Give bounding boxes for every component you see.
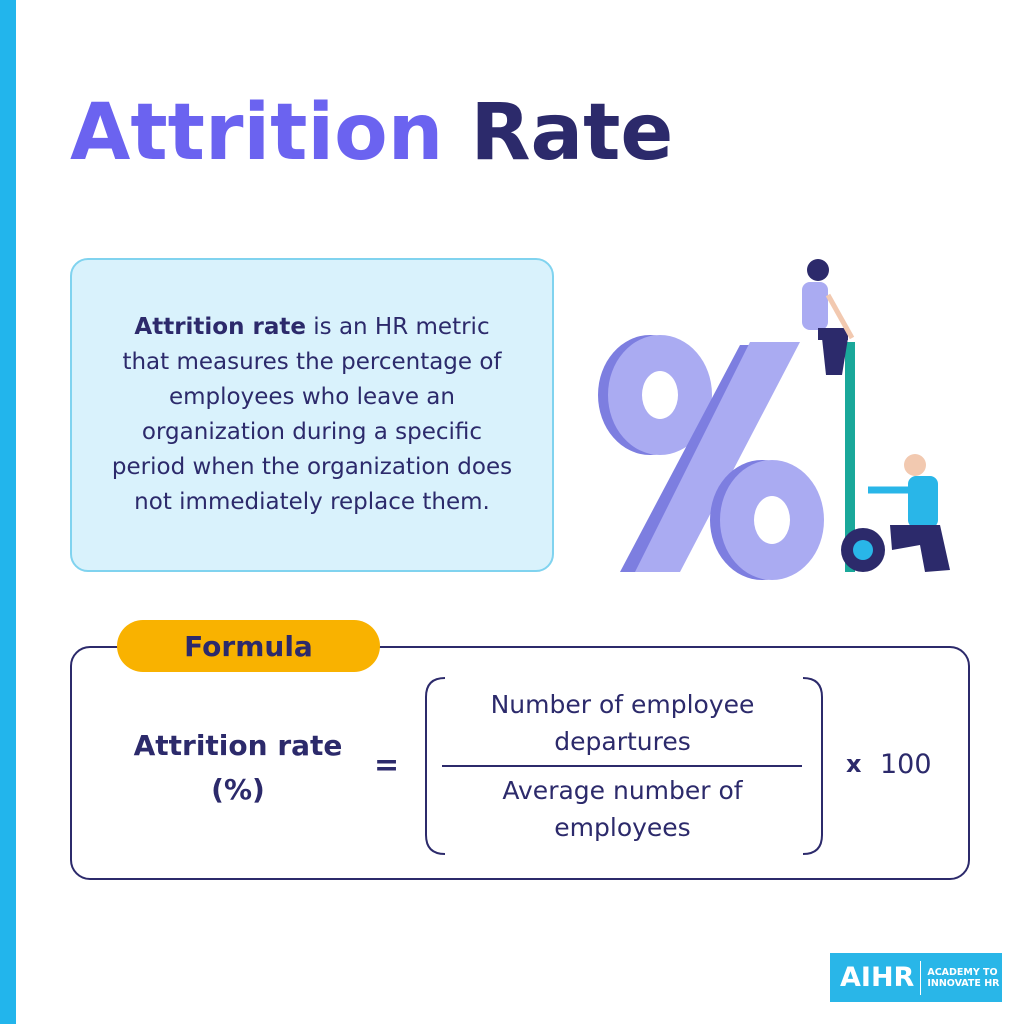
logo: AIHR ACADEMY TO INNOVATE HR: [830, 953, 1002, 1002]
formula-label: Formula: [117, 620, 380, 672]
term: Attrition rate: [134, 314, 306, 340]
side-bar: [0, 0, 16, 1024]
measuring-tape: [841, 342, 885, 572]
title-part: Attrition: [70, 88, 444, 178]
woman-figure: [802, 259, 855, 375]
title: Attrition Rate: [70, 88, 673, 178]
logo-tagline: ACADEMY TO INNOVATE HR: [927, 966, 1000, 989]
illustration: [598, 259, 950, 580]
definition-text: is an HR metric that measures the percen…: [111, 314, 513, 515]
definition-box: Attrition rate is an HR metric that meas…: [70, 258, 554, 572]
formula-box: [70, 646, 970, 880]
denominator: Average number of employees: [502, 776, 743, 842]
numerator: Number of employee departures: [490, 690, 755, 756]
multiplier: 100: [880, 749, 932, 780]
logo-name: AIHR: [830, 960, 922, 995]
formula-lhs: Attrition rate (%): [133, 729, 343, 806]
percent-sign: [598, 335, 824, 580]
title-part: Rate: [470, 88, 674, 178]
definition: Attrition rate is an HR metric that meas…: [108, 310, 516, 520]
man-figure: [868, 454, 950, 572]
brackets: [425, 677, 823, 855]
equals-sign: =: [374, 748, 400, 783]
times-sign: x: [846, 750, 862, 778]
